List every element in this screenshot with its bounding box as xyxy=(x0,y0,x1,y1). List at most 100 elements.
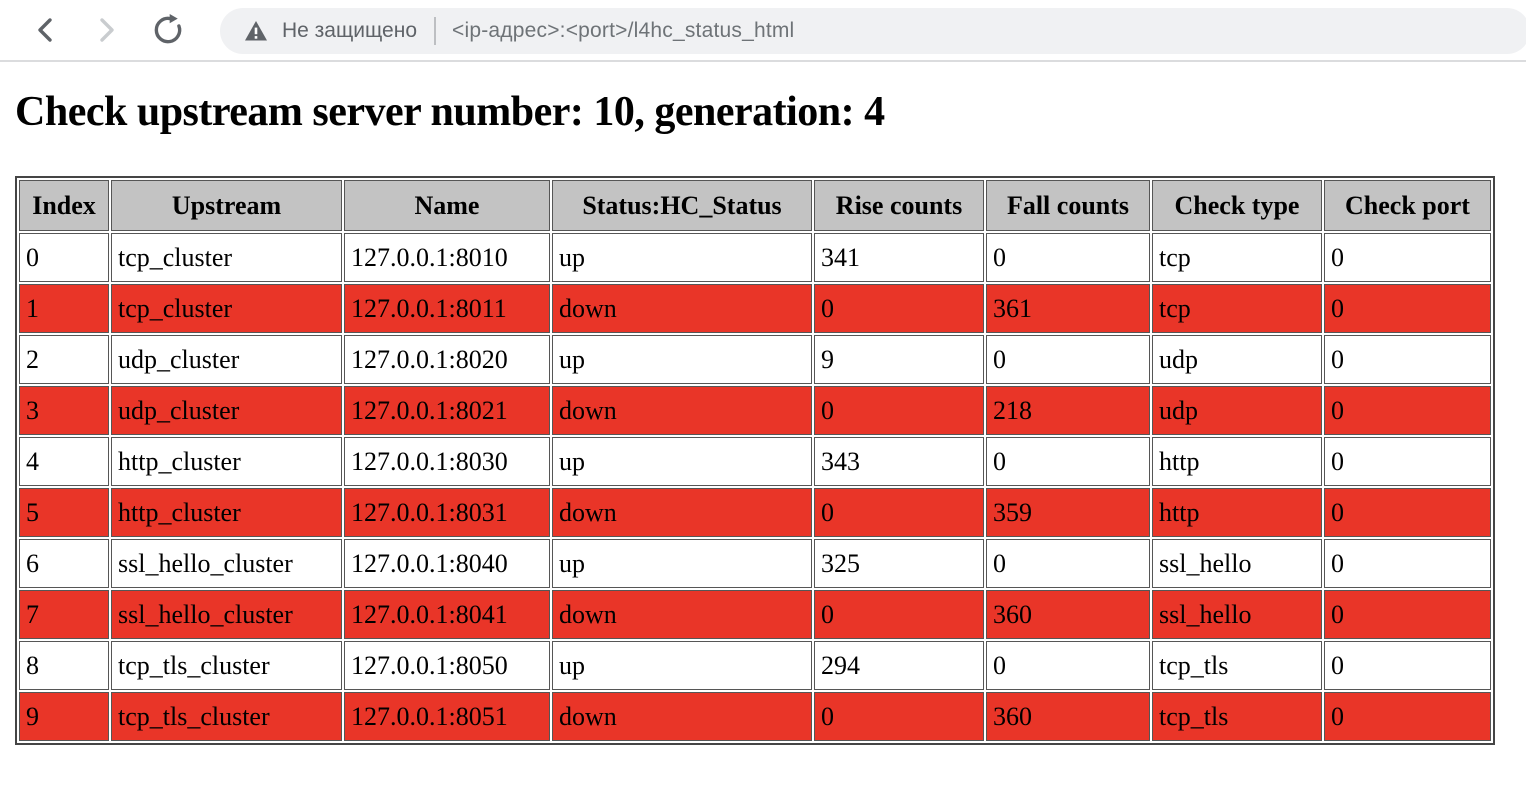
cell-status: up xyxy=(552,437,812,486)
cell-check_type: http xyxy=(1152,488,1322,537)
column-header: Name xyxy=(344,180,550,231)
cell-name: 127.0.0.1:8020 xyxy=(344,335,550,384)
cell-status: up xyxy=(552,233,812,282)
cell-index: 0 xyxy=(19,233,109,282)
address-separator xyxy=(434,17,436,45)
cell-index: 7 xyxy=(19,590,109,639)
table-row: 3 udp_cluster 127.0.0.1:8021 down 0 218 udp 0 xyxy=(19,386,1491,435)
cell-check_port: 0 xyxy=(1324,641,1491,690)
table-row: 9 tcp_tls_cluster 127.0.0.1:8051 down 0 360 tc… xyxy=(19,692,1491,741)
cell-check_port: 0 xyxy=(1324,284,1491,333)
browser-toolbar: Не защищено <ip-адрес>:<port>/l4hc_statu… xyxy=(0,0,1526,62)
cell-rise: 0 xyxy=(814,692,984,741)
cell-status: up xyxy=(552,641,812,690)
column-header: Upstream xyxy=(111,180,342,231)
security-warning-icon xyxy=(244,20,268,42)
table-row: 2 udp_cluster 127.0.0.1:8020 up 9 0 udp 0 xyxy=(19,335,1491,384)
cell-check_type: tcp xyxy=(1152,233,1322,282)
cell-index: 3 xyxy=(19,386,109,435)
page-title: Check upstream server number: 10, genera… xyxy=(15,89,885,135)
cell-name: 127.0.0.1:8040 xyxy=(344,539,550,588)
cell-check_type: tcp_tls xyxy=(1152,641,1322,690)
table-header-row: Index Upstream Name Status:HC_Status Rise co… xyxy=(19,180,1491,231)
cell-check_type: tcp_tls xyxy=(1152,692,1322,741)
forward-button[interactable] xyxy=(89,15,123,49)
back-button[interactable] xyxy=(29,15,63,49)
column-header: Status:HC_Status xyxy=(552,180,812,231)
table-row: 4 http_cluster 127.0.0.1:8030 up 343 0 http 0 xyxy=(19,437,1491,486)
cell-upstream: ssl_hello_cluster xyxy=(111,539,342,588)
column-header: Fall counts xyxy=(986,180,1150,231)
cell-rise: 325 xyxy=(814,539,984,588)
cell-check_port: 0 xyxy=(1324,437,1491,486)
address-bar[interactable]: Не защищено <ip-адрес>:<port>/l4hc_statu… xyxy=(220,8,1526,54)
reload-button[interactable] xyxy=(151,13,185,49)
health-check-table: Index Upstream Name Status:HC_Status Rise co… xyxy=(15,176,1495,745)
table-row: 7 ssl_hello_cluster 127.0.0.1:8041 down 0 360… xyxy=(19,590,1491,639)
url-text: <ip-адрес>:<port>/l4hc_status_html xyxy=(452,19,795,42)
cell-check_port: 0 xyxy=(1324,335,1491,384)
cell-status: up xyxy=(552,335,812,384)
cell-check_type: http xyxy=(1152,437,1322,486)
cell-index: 2 xyxy=(19,335,109,384)
cell-fall: 361 xyxy=(986,284,1150,333)
column-header: Check type xyxy=(1152,180,1322,231)
cell-name: 127.0.0.1:8030 xyxy=(344,437,550,486)
cell-check_port: 0 xyxy=(1324,233,1491,282)
cell-fall: 0 xyxy=(986,233,1150,282)
cell-name: 127.0.0.1:8011 xyxy=(344,284,550,333)
cell-fall: 0 xyxy=(986,437,1150,486)
column-header: Rise counts xyxy=(814,180,984,231)
chevron-right-icon xyxy=(91,15,121,50)
table-row: 0 tcp_cluster 127.0.0.1:8010 up 341 0 tcp 0 xyxy=(19,233,1491,282)
cell-check_type: ssl_hello xyxy=(1152,590,1322,639)
table-row: 1 tcp_cluster 127.0.0.1:8011 down 0 361 tcp 0 xyxy=(19,284,1491,333)
security-label: Не защищено xyxy=(282,19,417,42)
cell-upstream: ssl_hello_cluster xyxy=(111,590,342,639)
cell-upstream: tcp_tls_cluster xyxy=(111,692,342,741)
cell-rise: 0 xyxy=(814,590,984,639)
cell-index: 1 xyxy=(19,284,109,333)
cell-status: down xyxy=(552,284,812,333)
cell-upstream: tcp_cluster xyxy=(111,284,342,333)
cell-check_port: 0 xyxy=(1324,590,1491,639)
cell-status: down xyxy=(552,692,812,741)
cell-check_type: udp xyxy=(1152,386,1322,435)
cell-name: 127.0.0.1:8050 xyxy=(344,641,550,690)
cell-upstream: http_cluster xyxy=(111,437,342,486)
cell-status: down xyxy=(552,488,812,537)
cell-upstream: tcp_tls_cluster xyxy=(111,641,342,690)
cell-index: 8 xyxy=(19,641,109,690)
cell-check_type: tcp xyxy=(1152,284,1322,333)
cell-status: up xyxy=(552,539,812,588)
cell-check_port: 0 xyxy=(1324,539,1491,588)
cell-fall: 0 xyxy=(986,335,1150,384)
cell-rise: 0 xyxy=(814,284,984,333)
cell-check_port: 0 xyxy=(1324,488,1491,537)
cell-index: 5 xyxy=(19,488,109,537)
cell-rise: 0 xyxy=(814,386,984,435)
cell-rise: 341 xyxy=(814,233,984,282)
cell-fall: 0 xyxy=(986,641,1150,690)
page-content: Check upstream server number: 10, genera… xyxy=(0,88,1526,745)
cell-status: down xyxy=(552,386,812,435)
cell-name: 127.0.0.1:8041 xyxy=(344,590,550,639)
cell-rise: 343 xyxy=(814,437,984,486)
cell-fall: 218 xyxy=(986,386,1150,435)
chevron-left-icon xyxy=(31,15,61,50)
cell-fall: 0 xyxy=(986,539,1150,588)
cell-name: 127.0.0.1:8021 xyxy=(344,386,550,435)
cell-index: 9 xyxy=(19,692,109,741)
cell-check_port: 0 xyxy=(1324,692,1491,741)
cell-check_type: ssl_hello xyxy=(1152,539,1322,588)
cell-upstream: udp_cluster xyxy=(111,386,342,435)
cell-rise: 9 xyxy=(814,335,984,384)
cell-upstream: tcp_cluster xyxy=(111,233,342,282)
column-header: Index xyxy=(19,180,109,231)
reload-icon xyxy=(150,12,186,53)
table-row: 6 ssl_hello_cluster 127.0.0.1:8040 up 325 0 ss… xyxy=(19,539,1491,588)
table-row: 8 tcp_tls_cluster 127.0.0.1:8050 up 294 0 tcp_… xyxy=(19,641,1491,690)
cell-name: 127.0.0.1:8010 xyxy=(344,233,550,282)
cell-check_port: 0 xyxy=(1324,386,1491,435)
cell-rise: 0 xyxy=(814,488,984,537)
